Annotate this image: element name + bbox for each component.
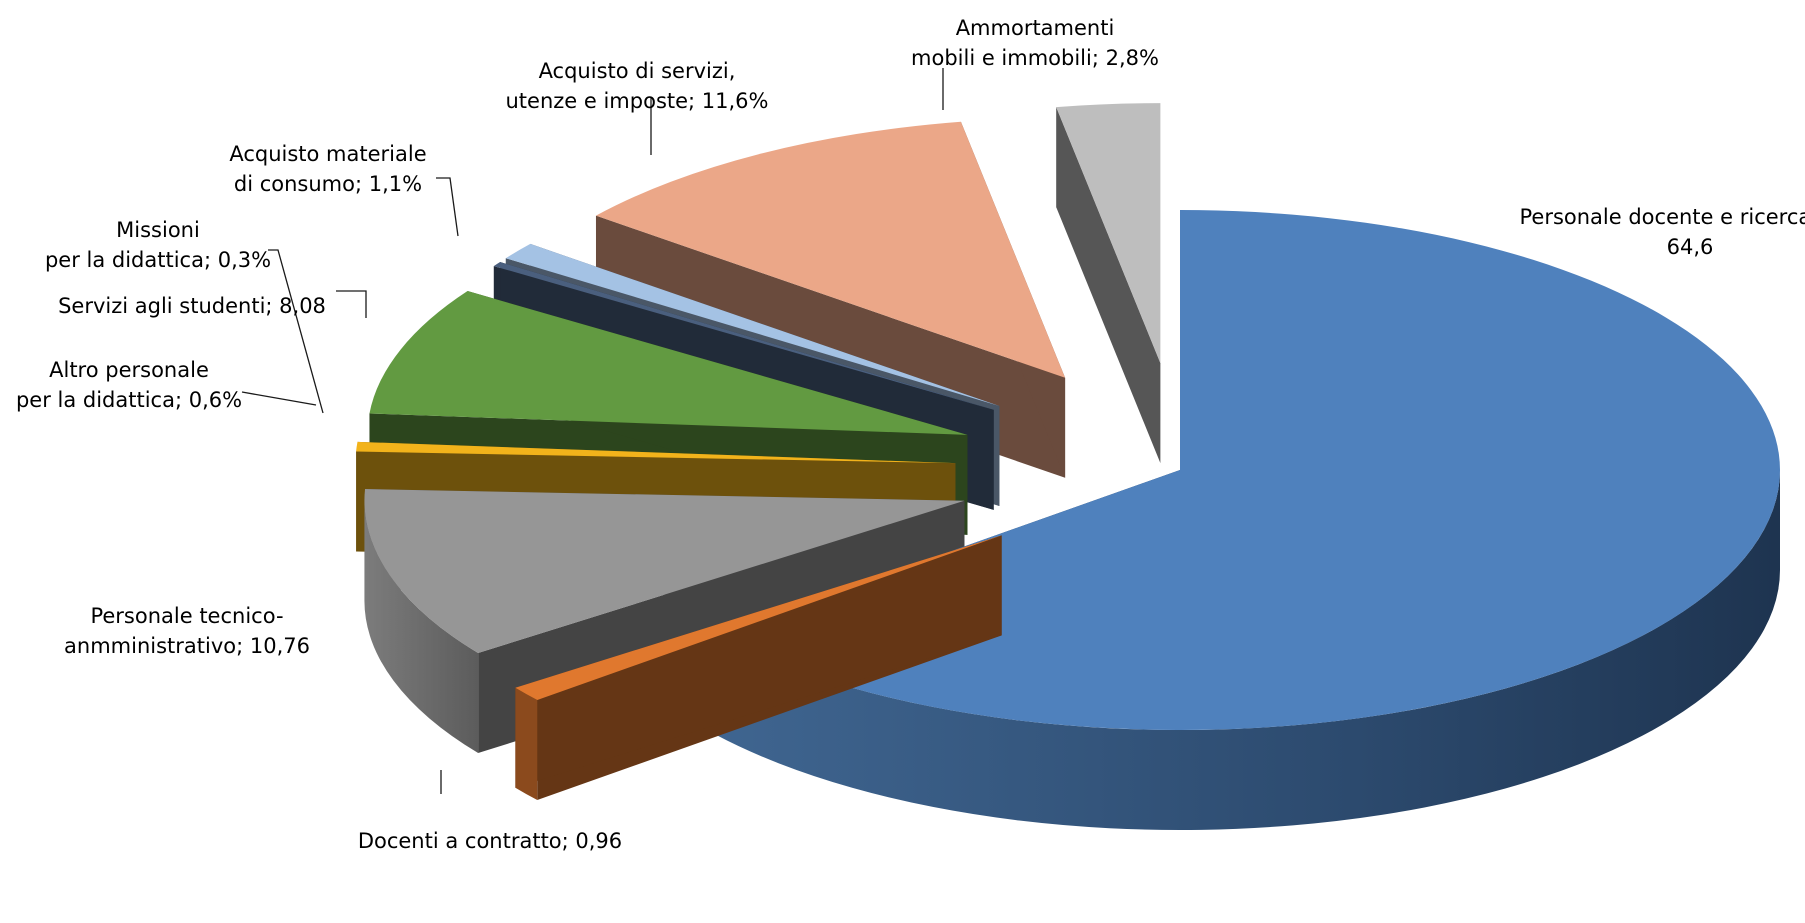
- slice-label-8-line2: utenze e imposte; 11,6%: [505, 89, 768, 113]
- slice-label-1-line1: Personale docente e ricercatore;: [1519, 205, 1805, 229]
- leader-line-7: [436, 177, 459, 237]
- slice-label-4-line2: per la didattica; 0,6%: [16, 388, 242, 412]
- slice-label-7-line2: di consumo; 1,1%: [234, 172, 422, 196]
- slice-label-2: Docenti a contratto; 0,96: [358, 829, 622, 853]
- slice-label-7-line1: Acquisto materiale: [229, 142, 426, 166]
- slice-label-5-line1: Servizi agli studenti; 8,08: [58, 294, 326, 318]
- slice-label-1: Personale docente e ricercatore; 64,6: [1519, 205, 1805, 259]
- leader-line-5: [336, 290, 367, 318]
- slice-label-9: Ammortamenti mobili e immobili; 2,8%: [911, 16, 1159, 70]
- slice-label-7: Acquisto materiale di consumo; 1,1%: [229, 142, 426, 196]
- slice-label-1-line2: 64,6: [1667, 235, 1714, 259]
- slice-label-2-line1: Docenti a contratto; 0,96: [358, 829, 622, 853]
- slice-label-8: Acquisto di servizi, utenze e imposte; 11…: [505, 59, 768, 113]
- pie-slice-9: [1056, 103, 1161, 464]
- slice-label-6-line1: Missioni: [116, 218, 200, 242]
- slice-label-5: Servizi agli studenti; 8,08: [58, 294, 326, 318]
- slice-label-8-line1: Acquisto di servizi,: [539, 59, 736, 83]
- leader-line-4: [241, 391, 317, 406]
- slice-label-3-line1: Personale tecnico-: [90, 604, 283, 628]
- slice-label-6: Missioni per la didattica; 0,3%: [45, 218, 271, 272]
- pie-slice-2: [515, 535, 1002, 801]
- slice-label-3-line2: anmministrativo; 10,76: [64, 634, 310, 658]
- leader-line-6: [268, 249, 324, 414]
- slice-label-6-line2: per la didattica; 0,3%: [45, 248, 271, 272]
- slice-label-9-line1: Ammortamenti: [956, 16, 1115, 40]
- slice-label-3: Personale tecnico-anmministrativo; 10,76: [64, 604, 310, 658]
- slice-label-9-line2: mobili e immobili; 2,8%: [911, 46, 1159, 70]
- slice-label-4: Altro personale per la didattica; 0,6%: [16, 358, 242, 412]
- slice-label-4-line1: Altro personale: [49, 358, 209, 382]
